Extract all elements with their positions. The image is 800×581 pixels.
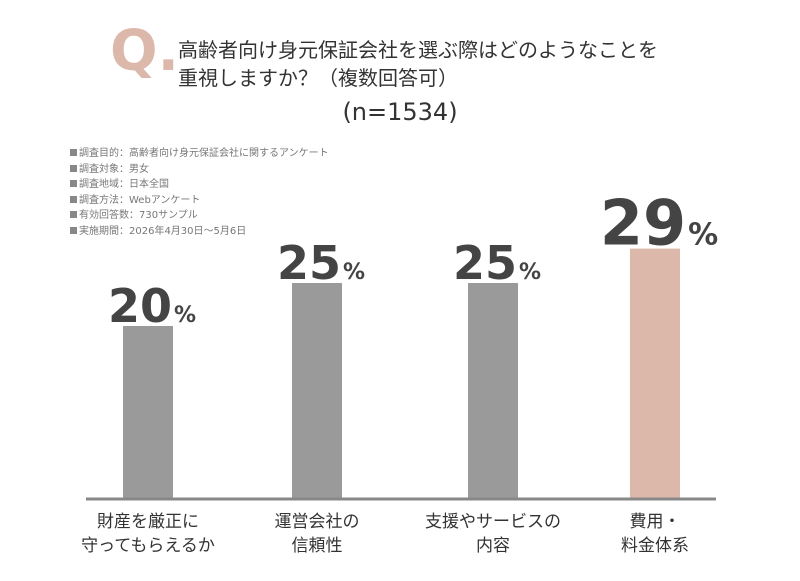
category-label-line: 料金体系 <box>621 536 689 556</box>
bullet-square-icon <box>70 164 77 172</box>
category-label-line: 信頼性 <box>291 536 343 556</box>
category-label-line: 財産を厳正に <box>97 512 199 532</box>
sample-size: (n=1534) <box>342 98 458 126</box>
bullet-square-icon <box>70 211 77 218</box>
question-mark: Q. <box>110 19 179 84</box>
meta-item: 調査目的：高齢者向け身元保証会社に関するアンケート <box>70 146 329 162</box>
meta-item: 調査対象：男女 <box>70 162 329 178</box>
bar-2 <box>468 283 518 498</box>
bullet-square-icon <box>70 149 77 156</box>
value-label-2: 25% <box>453 236 541 290</box>
value-label-0: 20% <box>108 279 196 333</box>
meta-item: 有効回答数：730サンプル <box>70 208 329 224</box>
bullet-square-icon <box>70 180 77 187</box>
value-label-1: 25% <box>277 236 365 290</box>
category-label-line: 運営会社の <box>274 512 360 532</box>
bar-3 <box>630 248 680 498</box>
bullet-square-icon <box>70 226 77 234</box>
category-label-3: 費用・ 料金体系 <box>565 510 745 558</box>
value-label-3: 29% <box>600 187 718 260</box>
question-line-1: 高齢者向け身元保証会社を選ぶ際はどのようなことを <box>178 38 658 62</box>
meta-item: 実施期間：2026年4月30日～5月6日 <box>70 224 329 240</box>
category-label-line: 内容 <box>476 536 510 556</box>
category-label-line: 費用・ <box>629 512 681 532</box>
category-label-line: 守ってもらえるか <box>81 536 215 556</box>
bar-0 <box>123 326 173 498</box>
survey-meta: 調査目的：高齢者向け身元保証会社に関するアンケート 調査対象：男女 調査地域：日… <box>70 146 329 239</box>
category-label-line: 支援やサービスの <box>425 512 561 532</box>
meta-item: 調査地域：日本全国 <box>70 177 329 193</box>
question-line-2: 重視しますか？（複数回答可） <box>178 66 458 90</box>
meta-item: 調査方法：Webアンケート <box>70 193 329 209</box>
bullet-square-icon <box>70 195 77 203</box>
category-label-1: 運営会社の 信頼性 <box>227 510 407 558</box>
category-label-2: 支援やサービスの 内容 <box>403 510 583 558</box>
bar-1 <box>292 283 342 498</box>
category-label-0: 財産を厳正に 守ってもらえるか <box>58 510 238 558</box>
